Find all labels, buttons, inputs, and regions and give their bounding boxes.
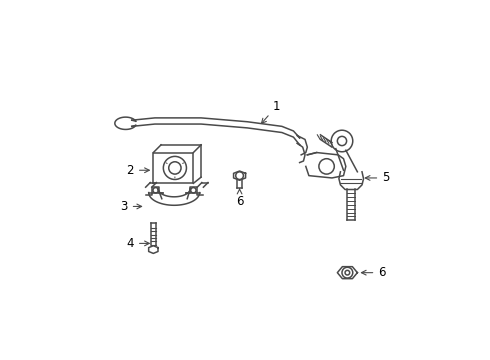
Text: 6: 6	[362, 266, 386, 279]
Text: 6: 6	[236, 189, 244, 208]
Text: 1: 1	[262, 100, 280, 123]
Text: 3: 3	[121, 200, 142, 213]
Text: 5: 5	[365, 171, 390, 184]
Text: 2: 2	[126, 164, 149, 177]
Text: 4: 4	[126, 237, 149, 250]
